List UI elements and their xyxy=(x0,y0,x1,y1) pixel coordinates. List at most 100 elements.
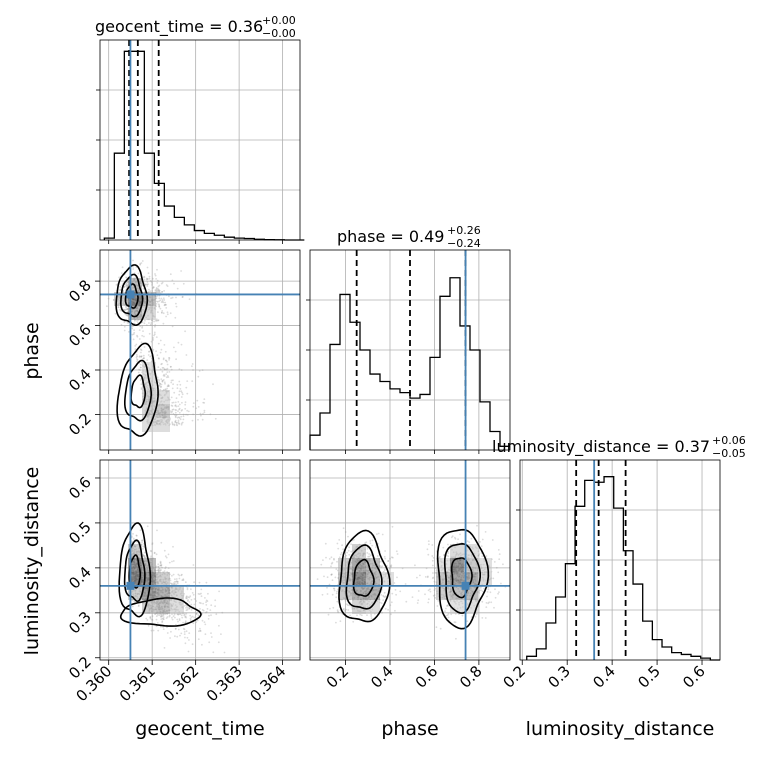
sample-point xyxy=(414,564,416,567)
x-tick-label: 0.3 xyxy=(544,662,574,692)
sample-point xyxy=(383,555,386,558)
sample-point xyxy=(202,602,205,605)
sample-point xyxy=(166,371,169,373)
sample-point xyxy=(184,401,187,404)
sample-point xyxy=(175,302,177,305)
density-cell xyxy=(338,586,352,600)
sample-point xyxy=(172,401,175,404)
y-tick-label: 0.8 xyxy=(65,276,95,306)
sample-point xyxy=(155,350,158,353)
sample-point xyxy=(160,618,163,620)
sample-point xyxy=(382,599,385,601)
sample-point xyxy=(198,581,201,584)
sample-point xyxy=(161,617,164,620)
sample-point xyxy=(181,295,184,298)
sample-point xyxy=(145,277,148,280)
sample-point xyxy=(182,579,185,582)
sample-point xyxy=(164,359,167,362)
sample-point xyxy=(174,405,177,407)
sample-point xyxy=(134,348,137,351)
sample-point xyxy=(160,541,163,544)
sample-point xyxy=(159,382,162,385)
sample-point xyxy=(147,272,150,275)
sample-point xyxy=(145,283,148,286)
sample-point xyxy=(141,539,144,542)
sample-point xyxy=(143,278,146,281)
sample-point xyxy=(169,582,172,584)
sample-point xyxy=(181,296,184,298)
x-tick-label: 0.364 xyxy=(246,662,289,705)
sample-point xyxy=(197,593,200,595)
sample-point xyxy=(178,422,181,425)
sample-point xyxy=(210,632,212,634)
sample-point xyxy=(183,605,186,607)
sample-point xyxy=(119,288,122,291)
sample-point xyxy=(181,579,184,581)
sample-point xyxy=(131,605,134,608)
sample-point xyxy=(161,281,164,284)
sample-point xyxy=(200,595,203,598)
sample-point xyxy=(167,385,170,387)
sample-point xyxy=(429,588,431,591)
sample-point xyxy=(126,308,129,310)
sample-point xyxy=(367,555,370,558)
sample-point xyxy=(391,592,394,595)
sample-point xyxy=(125,314,128,317)
sample-point xyxy=(155,288,158,290)
sample-point xyxy=(182,415,185,418)
sample-point xyxy=(177,401,180,403)
sample-point xyxy=(148,351,150,353)
sample-point xyxy=(488,601,491,604)
sample-point xyxy=(137,272,140,275)
sample-point xyxy=(162,616,165,618)
sample-point xyxy=(118,276,120,279)
sample-point xyxy=(155,287,158,289)
sample-point xyxy=(123,308,125,311)
sample-point xyxy=(188,298,191,301)
sample-point xyxy=(166,616,169,618)
sample-point xyxy=(203,621,206,623)
sample-point xyxy=(188,608,191,610)
sample-point xyxy=(149,355,152,358)
x-tick-label: 0.6 xyxy=(679,662,709,692)
sample-point xyxy=(140,351,142,354)
sample-point xyxy=(185,354,188,356)
sample-point xyxy=(380,560,382,563)
sample-point xyxy=(154,289,157,292)
sample-point xyxy=(166,360,168,363)
sample-point xyxy=(150,549,152,552)
sample-point xyxy=(162,618,165,620)
sample-point xyxy=(180,409,183,412)
sample-point xyxy=(175,405,178,408)
sample-point xyxy=(166,375,169,377)
title-geocent-time: geocent_time = 0.36 xyxy=(95,17,263,37)
sample-point xyxy=(160,385,163,388)
sample-point xyxy=(497,571,500,574)
sample-point xyxy=(185,604,188,607)
sample-point xyxy=(172,615,175,618)
sample-point xyxy=(161,366,164,369)
sample-point xyxy=(341,544,343,547)
sample-point xyxy=(169,637,172,639)
sample-point xyxy=(133,600,136,603)
sample-point xyxy=(170,411,173,414)
sample-point xyxy=(427,589,430,592)
sample-point xyxy=(360,614,363,617)
sample-point xyxy=(481,590,484,593)
sample-point xyxy=(138,368,140,371)
sample-point xyxy=(163,368,166,371)
sample-point xyxy=(479,541,481,543)
sample-point xyxy=(132,259,134,262)
sample-point xyxy=(221,611,224,614)
density-cell xyxy=(142,600,156,614)
sample-point xyxy=(176,383,179,386)
sample-point xyxy=(169,273,172,276)
sample-point xyxy=(179,418,182,421)
sample-point xyxy=(192,402,195,404)
sample-point xyxy=(171,421,174,424)
sample-point xyxy=(196,399,199,402)
sample-point xyxy=(179,388,182,390)
sample-point xyxy=(191,365,193,368)
sample-point xyxy=(205,604,208,606)
sample-point xyxy=(149,280,152,282)
